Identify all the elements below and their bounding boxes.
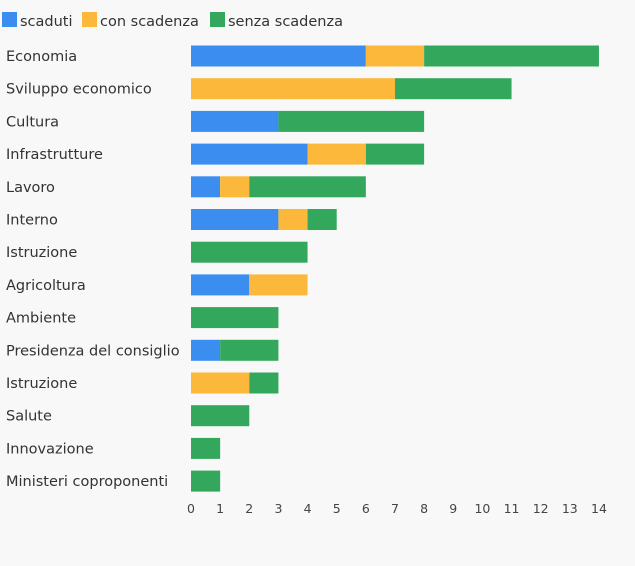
x-axis: 0 1 2 3 4 5 6 7 8 9 10 11 12 13 14	[187, 501, 607, 516]
bar-senza-scadenza	[424, 45, 599, 67]
category-label: Istruzione	[6, 376, 77, 392]
bar-con-scadenza	[278, 209, 308, 230]
bar-senza-scadenza	[278, 110, 425, 132]
x-tick-label: 14	[591, 501, 607, 516]
category-label: Agricoltura	[6, 278, 86, 294]
category-label: Lavoro	[6, 180, 55, 196]
bar-senza-scadenza	[191, 307, 279, 329]
category-label: Sviluppo economico	[6, 82, 152, 98]
bar-scaduti	[191, 110, 279, 132]
bar-scaduti	[191, 143, 308, 165]
bar-con-scadenza	[191, 78, 395, 100]
category-label: Economia	[6, 49, 77, 65]
x-tick-label: 4	[304, 501, 312, 516]
x-tick-label: 12	[533, 501, 549, 516]
category-labels: Economia Sviluppo economico Cultura Infrast…	[6, 49, 180, 490]
bar-con-scadenza	[307, 143, 366, 165]
category-label: Cultura	[6, 114, 59, 130]
x-tick-label: 9	[449, 501, 457, 516]
x-tick-label: 0	[187, 501, 195, 516]
bar-con-scadenza	[191, 372, 250, 394]
legend-swatch-scaduti	[2, 12, 17, 27]
x-tick-label: 8	[420, 501, 428, 516]
legend-swatch-senza-scadenza	[210, 12, 225, 27]
bar-senza-scadenza	[249, 372, 279, 394]
category-label: Presidenza del consiglio	[6, 343, 180, 359]
bar-scaduti	[191, 274, 250, 296]
bar-con-scadenza	[220, 176, 250, 198]
x-tick-label: 7	[391, 501, 399, 516]
bar-senza-scadenza	[220, 339, 279, 361]
legend: scaduti con scadenza senza scadenza	[2, 12, 343, 30]
category-label: Istruzione	[6, 245, 77, 261]
category-label: Innovazione	[6, 441, 94, 457]
bar-scaduti	[191, 176, 221, 198]
x-tick-label: 3	[274, 501, 282, 516]
bar-con-scadenza	[365, 45, 425, 67]
bar-con-scadenza	[249, 274, 308, 296]
category-label: Infrastrutture	[6, 147, 103, 163]
legend-swatch-con-scadenza	[82, 12, 97, 27]
bar-scaduti	[191, 45, 366, 67]
bar-senza-scadenza	[191, 241, 308, 263]
x-tick-label: 13	[562, 501, 578, 516]
bar-senza-scadenza	[191, 470, 221, 492]
bar-senza-scadenza	[394, 78, 512, 100]
x-tick-label: 1	[216, 501, 224, 516]
bar-senza-scadenza	[249, 176, 366, 198]
x-tick-label: 6	[362, 501, 370, 516]
x-tick-label: 11	[504, 501, 520, 516]
x-tick-label: 2	[245, 501, 253, 516]
bar-scaduti	[191, 209, 279, 230]
bar-senza-scadenza	[365, 143, 425, 165]
x-tick-label: 5	[333, 501, 341, 516]
category-label: Interno	[6, 213, 58, 229]
bar-scaduti	[191, 339, 221, 361]
bar-senza-scadenza	[191, 437, 221, 459]
bar-senza-scadenza	[191, 405, 250, 427]
legend-label-senza-scadenza: senza scadenza	[228, 14, 343, 30]
bar-senza-scadenza	[307, 209, 337, 230]
legend-label-con-scadenza: con scadenza	[100, 14, 199, 30]
category-label: Ambiente	[6, 311, 76, 327]
bars	[191, 45, 599, 492]
category-label: Ministeri coproponenti	[6, 474, 168, 490]
legend-label-scaduti: scaduti	[20, 14, 73, 30]
x-tick-label: 10	[474, 501, 490, 516]
category-label: Salute	[6, 409, 52, 425]
